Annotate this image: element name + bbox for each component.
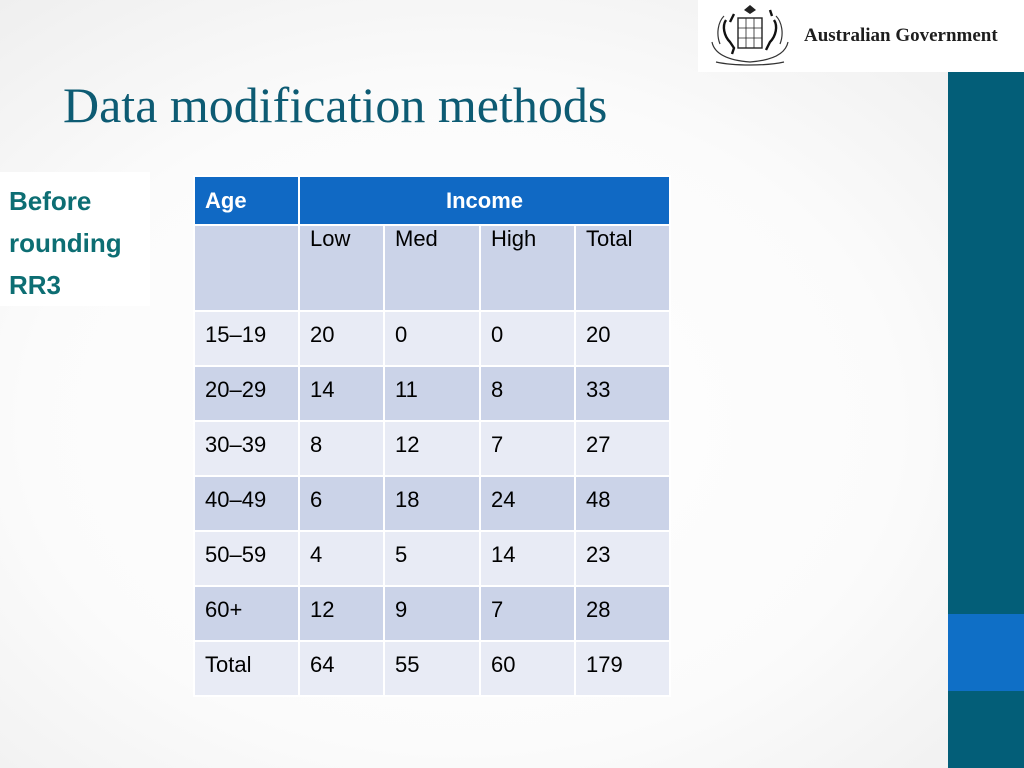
table-cell: 50–59 [193, 530, 300, 587]
table-cell: 8 [479, 365, 576, 422]
coat-of-arms-icon [711, 5, 789, 66]
table-cell [193, 224, 300, 312]
table-cell: 28 [574, 585, 671, 642]
table-cell: 15–19 [193, 310, 300, 367]
table-cell: 14 [479, 530, 576, 587]
table-cell: 55 [383, 640, 481, 697]
table-cell: 12 [383, 420, 481, 477]
side-note-line: Before [9, 186, 92, 216]
table-cell: Low [298, 224, 385, 312]
income-table: Age Income Low Med High Total 15–19 20 0… [193, 175, 671, 697]
table-cell: Total [574, 224, 671, 312]
table-row: 40–49 6 18 24 48 [193, 475, 671, 532]
table-cell: 8 [298, 420, 385, 477]
header-income: Income [298, 175, 671, 226]
side-note: Before rounding RR3 [0, 172, 150, 306]
table-cell: 60+ [193, 585, 300, 642]
table-cell: 7 [479, 420, 576, 477]
side-note-line: RR3 [9, 270, 62, 300]
table-cell: 18 [383, 475, 481, 532]
table-cell: 20–29 [193, 365, 300, 422]
table-cell: Med [383, 224, 481, 312]
logo-text: Australian Government [804, 25, 998, 46]
table-cell: 20 [574, 310, 671, 367]
side-note-line: rounding [9, 228, 122, 258]
table-cell: 23 [574, 530, 671, 587]
table-cell: 12 [298, 585, 385, 642]
table-cell: 0 [383, 310, 481, 367]
table-cell: 40–49 [193, 475, 300, 532]
table-cell: Total [193, 640, 300, 697]
table-row: 60+ 12 9 7 28 [193, 585, 671, 642]
table-cell: 48 [574, 475, 671, 532]
table-total-row: Total 64 55 60 179 [193, 640, 671, 697]
table-cell: 7 [479, 585, 576, 642]
table-cell: 60 [479, 640, 576, 697]
table-cell: 9 [383, 585, 481, 642]
table-cell: 64 [298, 640, 385, 697]
table-cell: 0 [479, 310, 576, 367]
table-row: 50–59 4 5 14 23 [193, 530, 671, 587]
table-cell: 27 [574, 420, 671, 477]
table-header-row: Age Income [193, 175, 671, 226]
table-cell: 179 [574, 640, 671, 697]
table-row: 15–19 20 0 0 20 [193, 310, 671, 367]
table-cell: 33 [574, 365, 671, 422]
table-row: 30–39 8 12 7 27 [193, 420, 671, 477]
table-cell: 11 [383, 365, 481, 422]
table-cell: 24 [479, 475, 576, 532]
table-cell: High [479, 224, 576, 312]
right-accent-block [948, 614, 1024, 691]
table-cell: 6 [298, 475, 385, 532]
table-cell: 4 [298, 530, 385, 587]
table-cell: 5 [383, 530, 481, 587]
table-row: 20–29 14 11 8 33 [193, 365, 671, 422]
table-cell: 14 [298, 365, 385, 422]
table-cell: 30–39 [193, 420, 300, 477]
slide-title: Data modification methods [63, 77, 608, 133]
table-subheader-row: Low Med High Total [193, 224, 671, 312]
table-cell: 20 [298, 310, 385, 367]
government-logo: Australian Government [698, 0, 1024, 72]
header-age: Age [193, 175, 300, 226]
